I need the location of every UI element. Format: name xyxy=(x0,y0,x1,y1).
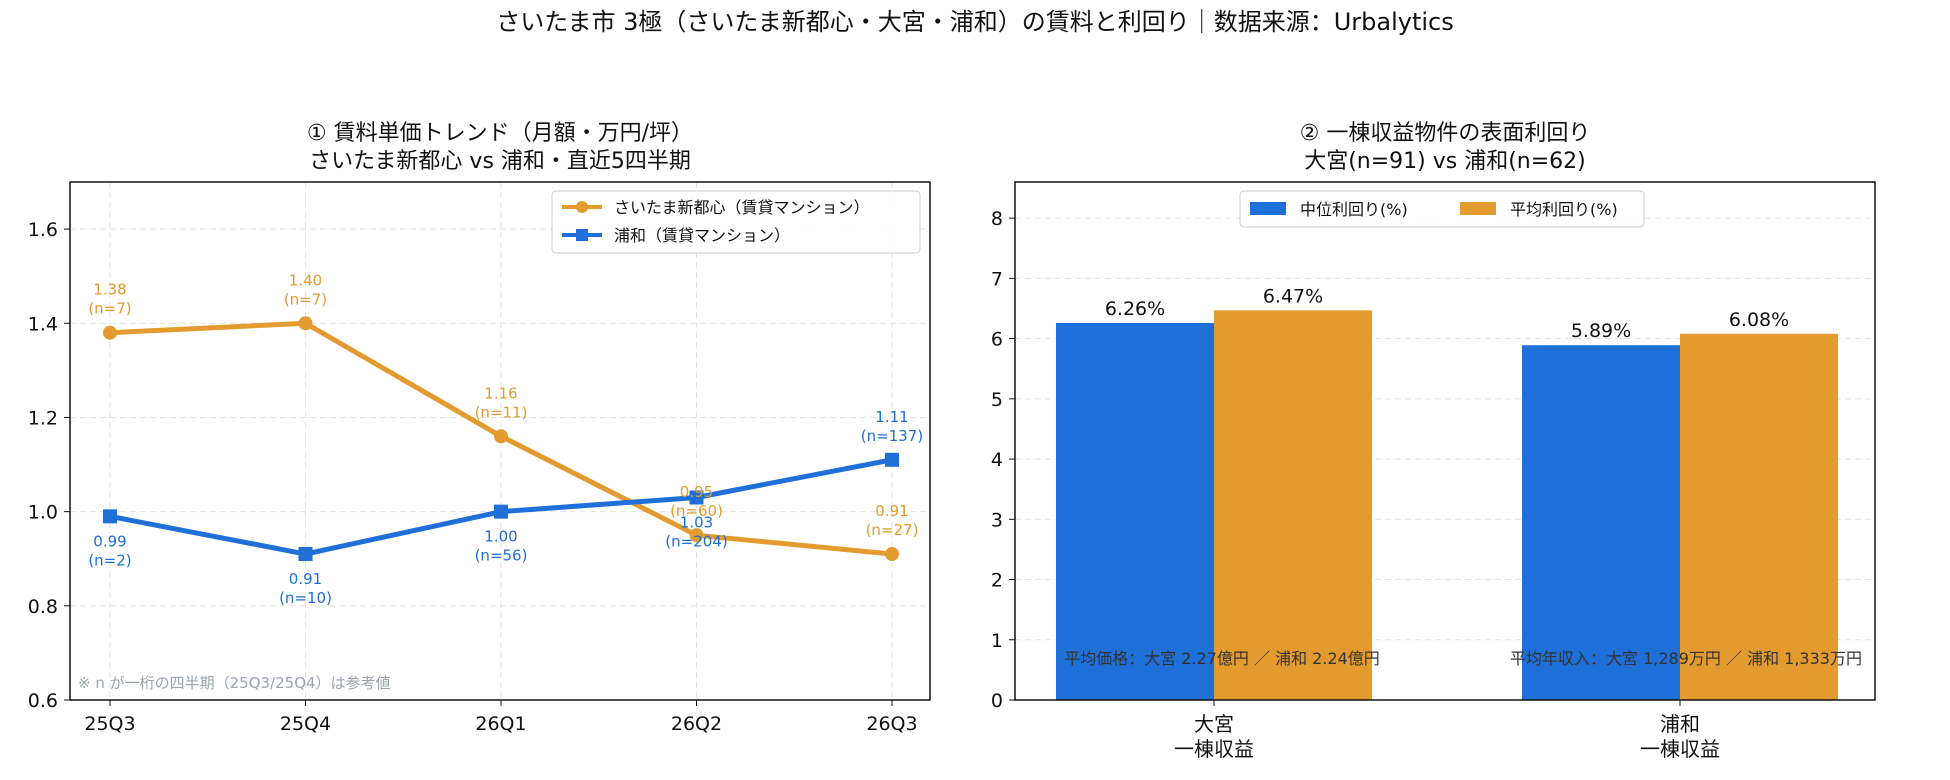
panel1-point xyxy=(298,316,313,331)
panel2-legend-label-2: 平均利回り(%) xyxy=(1510,200,1618,219)
panel1-series xyxy=(103,316,899,562)
panel2-ytick-label: 4 xyxy=(991,449,1003,471)
legend-marker-blue xyxy=(576,229,588,241)
legend-swatch-orange xyxy=(1460,202,1496,215)
panel2-ytick-label: 3 xyxy=(991,509,1003,531)
panel2-bar xyxy=(1056,322,1214,700)
panel2-ytick-label: 5 xyxy=(991,389,1003,411)
legend-marker-orange xyxy=(576,201,588,213)
panel1-n-label: (n=11) xyxy=(475,403,528,421)
panel1-value-label: 1.40 xyxy=(289,271,322,289)
panel1-title-line2: さいたま新都心 vs 浦和・直近5四半期 xyxy=(309,149,691,174)
panel1-value-label: 1.16 xyxy=(484,384,517,402)
panel2-data-labels: 6.26% 6.47% 5.89% 6.08% xyxy=(1105,285,1789,342)
panel1-ytick-label: 1.6 xyxy=(28,219,58,241)
panel2-annotation-price: 平均価格：大宮 2.27億円 ／ 浦和 2.24億円 xyxy=(1064,649,1380,668)
panel2-bar-value-label: 6.47% xyxy=(1263,285,1323,307)
panel2-legend-label-1: 中位利回り(%) xyxy=(1300,200,1408,219)
panel1-ytick-label: 0.8 xyxy=(28,596,58,618)
panel2-bar xyxy=(1214,310,1372,700)
panel2-y-axis: 0 1 2 3 4 5 6 7 8 xyxy=(991,208,1015,712)
panel1-ytick-label: 1.4 xyxy=(28,313,58,335)
panel1-n-label: (n=60) xyxy=(670,502,723,520)
panel2-bars xyxy=(1056,310,1838,700)
panel1-y-axis: 0.6 0.8 1.0 1.2 1.4 1.6 xyxy=(28,219,70,712)
panel1-legend: さいたま新都心（賃貸マンション） 浦和（賃貸マンション） xyxy=(551,190,921,254)
panel1-n-label: (n=7) xyxy=(284,290,327,308)
panel2-frame xyxy=(1014,181,1876,701)
panel1-frame xyxy=(69,181,931,701)
panel1-grid xyxy=(70,182,930,701)
panel1-n-label: (n=56) xyxy=(475,547,528,565)
panel2-title-line2: 大宮(n=91) vs 浦和(n=62) xyxy=(1304,149,1586,174)
panel1-xtick-label: 26Q1 xyxy=(475,713,526,735)
panel2-annotation-income: 平均年収入：大宮 1,289万円 ／ 浦和 1,333万円 xyxy=(1510,649,1862,668)
panel1-legend-box xyxy=(551,190,921,254)
panel1-ytick-label: 1.0 xyxy=(28,502,58,524)
panel2-bar-value-label: 6.26% xyxy=(1105,298,1165,320)
panel2-bar-value-label: 5.89% xyxy=(1571,320,1631,342)
panel2-bar-value-label: 6.08% xyxy=(1729,309,1789,331)
panel1-value-label: 0.91 xyxy=(875,502,908,520)
panel2-xtick-label-line1: 浦和 xyxy=(1660,712,1700,736)
panel-yield: ② 一棟収益物件の表面利回り 大宮(n=91) vs 浦和(n=62) 0 1 2 3… xyxy=(991,121,1876,761)
panel1-data-labels: 1.38(n=7)1.40(n=7)1.16(n=11)0.95(n=60) 0.… xyxy=(88,271,923,607)
panel2-xtick-label-line2: 一棟収益 xyxy=(1174,737,1254,761)
panel1-point xyxy=(103,325,117,340)
panel1-value-label: 1.00 xyxy=(484,528,517,546)
panel2-ytick-label: 0 xyxy=(991,690,1003,712)
panel1-n-label: (n=2) xyxy=(88,551,131,569)
panel1-ytick-label: 1.2 xyxy=(28,407,58,429)
panel2-ytick-label: 1 xyxy=(991,630,1003,652)
panel1-n-label: (n=137) xyxy=(861,427,923,445)
panel2-legend: 中位利回り(%) 平均利回り(%) xyxy=(1239,190,1645,228)
panel2-bar xyxy=(1522,345,1680,700)
panel1-n-label: (n=27) xyxy=(866,521,919,539)
panel1-legend-label-2: 浦和（賃貸マンション） xyxy=(614,226,790,245)
panel1-xtick-label: 25Q4 xyxy=(280,713,331,735)
panel1-value-label: 0.91 xyxy=(289,570,322,588)
panel2-xtick-label-line1: 大宮 xyxy=(1194,712,1234,736)
figure-suptitle: さいたま市 3極（さいたま新都心・大宮・浦和）の賃料と利回り｜数据来源：Urba… xyxy=(496,8,1453,36)
panel2-legend-box xyxy=(1239,190,1645,228)
panel1-n-label: (n=10) xyxy=(279,589,332,607)
panel1-xtick-label: 26Q2 xyxy=(671,713,722,735)
panel1-value-label: 1.11 xyxy=(875,408,908,426)
panel1-value-label: 0.99 xyxy=(93,532,126,550)
panel2-title-line1: ② 一棟収益物件の表面利回り xyxy=(1300,121,1591,146)
panel-rent-trend: ① 賃料単価トレンド（月額・万円/坪） さいたま新都心 vs 浦和・直近5四半期… xyxy=(28,121,931,735)
panel2-bar xyxy=(1680,333,1838,700)
panel1-n-label: (n=204) xyxy=(665,533,727,551)
panel2-ytick-label: 6 xyxy=(991,329,1003,351)
panel1-point xyxy=(689,528,704,543)
legend-swatch-blue xyxy=(1250,202,1286,215)
panel1-note: ※ n が一桁の四半期（25Q3/25Q4）は参考値 xyxy=(78,674,391,692)
panel1-title-line1: ① 賃料単価トレンド（月額・万円/坪） xyxy=(307,121,693,146)
panel2-xtick-label-line2: 一棟収益 xyxy=(1640,737,1720,761)
panel1-n-label: (n=7) xyxy=(88,300,131,318)
panel1-value-label: 1.03 xyxy=(680,514,713,532)
panel1-ytick-label: 0.6 xyxy=(28,690,58,712)
panel2-ytick-label: 7 xyxy=(991,268,1003,290)
panel1-value-label: 0.95 xyxy=(680,483,713,501)
panel1-point xyxy=(885,547,899,562)
panel1-value-label: 1.38 xyxy=(93,281,126,299)
panel1-point xyxy=(298,547,313,562)
panel1-xtick-label: 25Q3 xyxy=(84,713,135,735)
panel2-ytick-label: 2 xyxy=(991,570,1003,592)
panel1-x-axis: 25Q3 25Q4 26Q1 26Q2 26Q3 xyxy=(84,700,918,735)
panel1-point xyxy=(885,452,899,467)
panel1-point xyxy=(689,490,704,505)
panel1-legend-label-1: さいたま新都心（賃貸マンション） xyxy=(614,198,870,217)
panel1-point xyxy=(103,509,117,524)
panel1-point xyxy=(494,504,508,519)
panel1-xtick-label: 26Q3 xyxy=(866,713,917,735)
panel2-ytick-label: 8 xyxy=(991,208,1003,230)
panel1-point xyxy=(494,429,508,444)
